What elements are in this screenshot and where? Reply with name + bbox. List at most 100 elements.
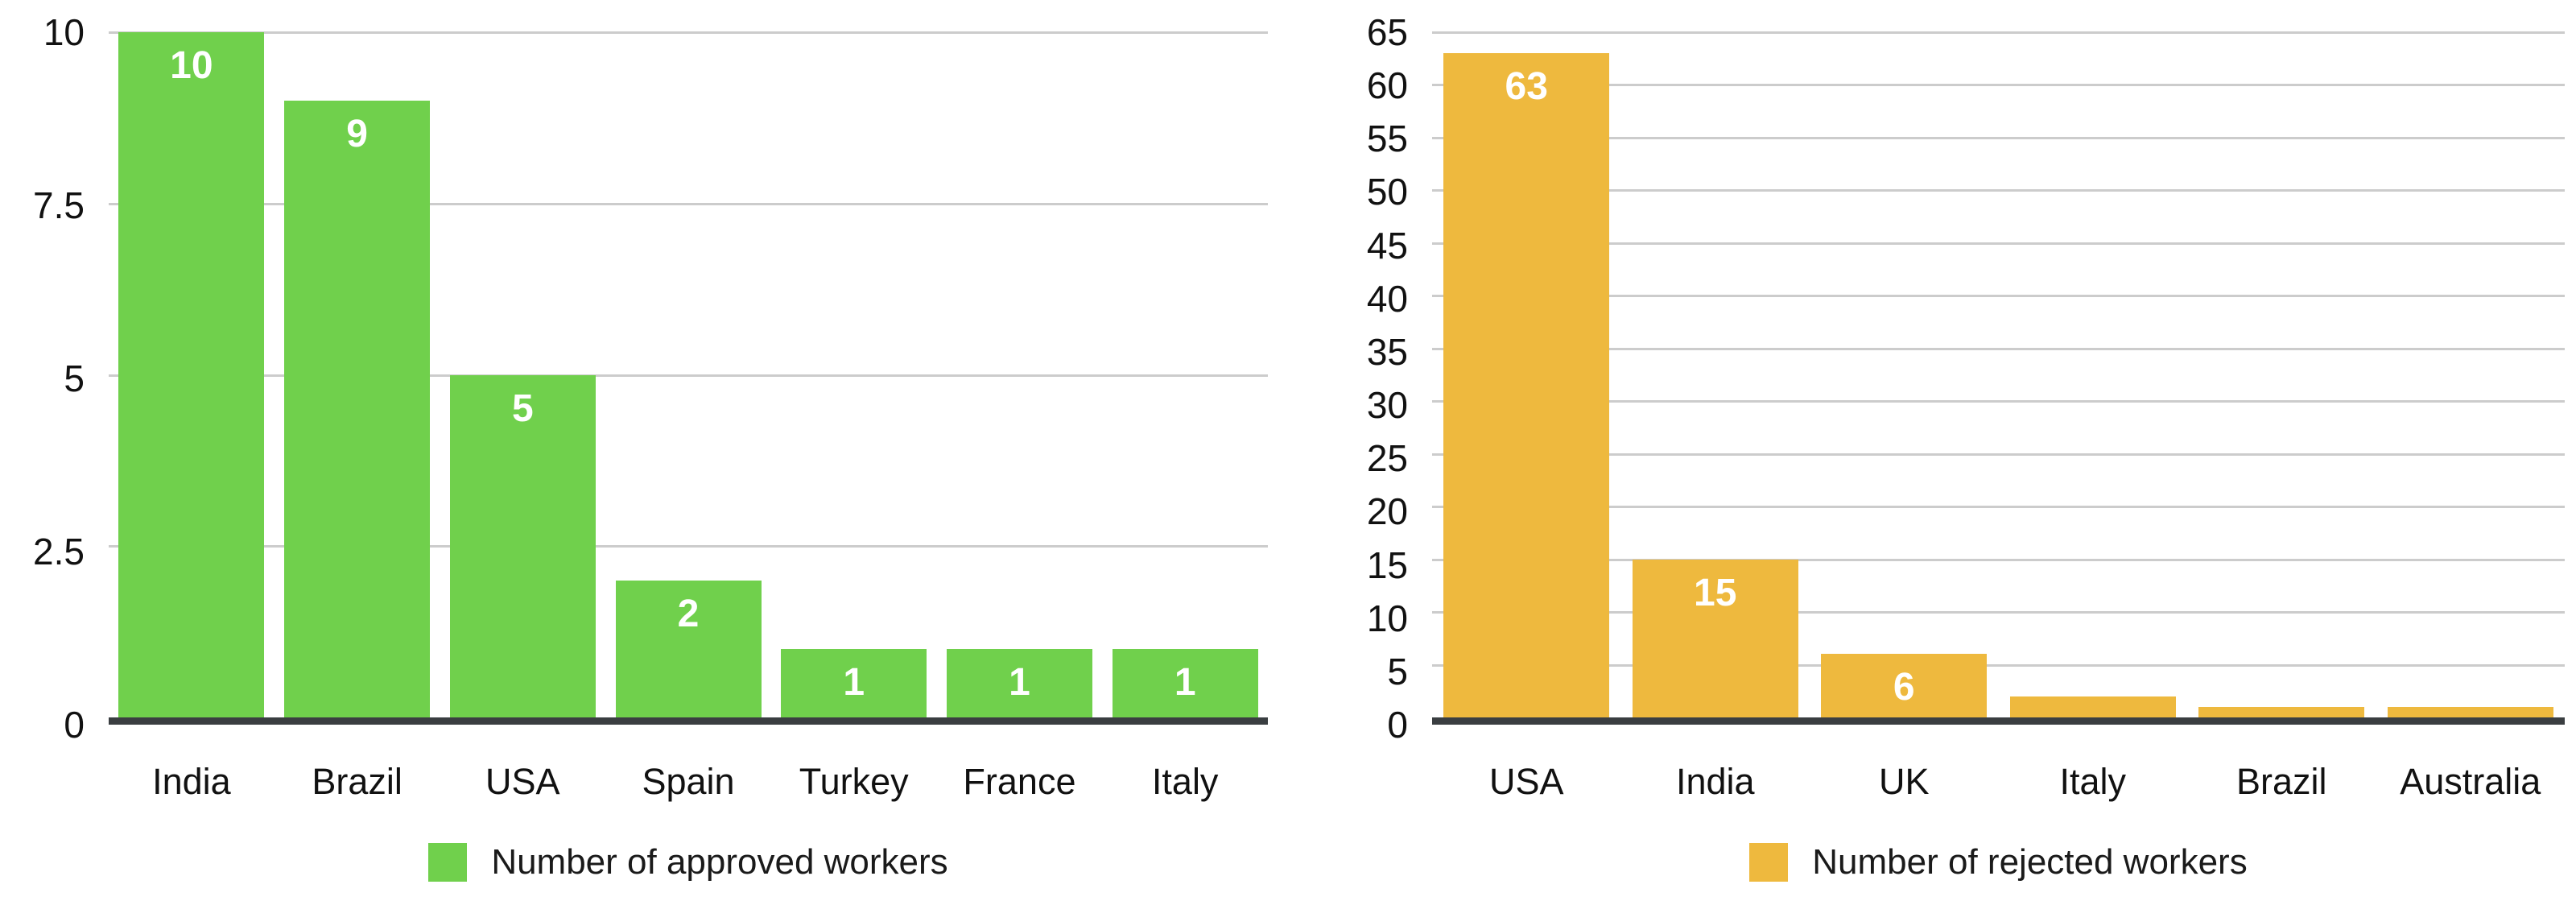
gridline-60 [1432,84,2565,87]
x-label-italy: Italy [1151,761,1219,802]
rejected-legend-label: Number of rejected workers [1812,842,2248,882]
bar-australia[interactable] [2387,706,2553,717]
y-tick-2-5: 2.5 [33,531,85,572]
x-label-italy: Italy [2059,761,2127,802]
approved-legend-label: Number of approved workers [491,842,948,882]
gridline-10 [109,31,1268,34]
bar-slot-italy: 1 [1102,32,1268,717]
bar-value-turkey: 1 [843,660,865,704]
gridline-55 [1432,136,2565,139]
bar-value-france: 1 [1009,660,1030,704]
approved-plot-area: 10 9 5 2 1 1 1 [109,31,1268,725]
bar-france[interactable]: 1 [946,648,1092,717]
bar-value-spain: 2 [677,592,700,635]
y-tick-20: 20 [1366,490,1408,533]
bar-india[interactable]: 10 [118,32,265,717]
bar-italy[interactable] [2009,696,2176,717]
rejected-legend-swatch-icon [1749,843,1789,882]
y-tick-7-5: 7.5 [33,184,85,226]
gridline-5 [109,374,1268,377]
y-tick-5: 5 [64,358,85,399]
y-tick-0: 0 [1387,704,1408,746]
bar-slot-italy [1999,32,2188,717]
approved-legend: Number of approved workers [109,842,1268,882]
gridline-15 [1432,558,2565,561]
approved-x-axis: India Brazil USA Spain Turkey France Italy [109,763,1268,800]
bar-value-usa: 5 [511,386,534,430]
x-label-spain: Spain [642,761,735,802]
y-tick-35: 35 [1366,330,1408,373]
x-label-turkey: Turkey [799,761,909,802]
gridline-20 [1432,506,2565,509]
bar-value-india: 15 [1694,571,1737,614]
y-tick-0: 0 [64,704,85,746]
bar-india[interactable]: 15 [1632,559,1798,717]
y-tick-40: 40 [1366,277,1408,320]
bar-slot-usa: 5 [440,32,605,717]
x-label-usa: USA [1488,761,1564,802]
bar-brazil[interactable]: 9 [284,101,431,717]
x-label-australia: Australia [2400,761,2541,802]
rejected-workers-chart: 0 5 10 15 20 25 30 35 40 45 50 55 60 65 63 15 6 USA Indi… [1297,0,2576,901]
approved-y-axis: 0 2.5 5 7.5 10 [0,14,109,743]
gridline-40 [1432,295,2565,298]
y-tick-25: 25 [1366,437,1408,480]
bar-turkey[interactable]: 1 [781,648,927,717]
approved-legend-swatch-icon [428,843,468,882]
bar-spain[interactable]: 2 [615,580,762,717]
bar-slot-australia [2376,32,2566,717]
y-tick-50: 50 [1366,171,1408,213]
approved-plot-row: 0 2.5 5 7.5 10 10 9 5 2 1 1 1 [0,14,1268,743]
x-label-usa: USA [485,761,560,802]
y-tick-30: 30 [1366,384,1408,427]
gridline-35 [1432,347,2565,350]
bar-uk[interactable]: 6 [1821,654,1988,717]
y-tick-10: 10 [43,11,85,53]
bar-value-usa: 63 [1505,65,1548,109]
bars-group: 10 9 5 2 1 1 1 [109,32,1268,717]
gridline-30 [1432,400,2565,403]
bar-slot-spain: 2 [605,32,771,717]
y-tick-60: 60 [1366,64,1408,107]
bar-value-india: 10 [170,44,213,87]
bar-slot-india: 10 [109,32,275,717]
y-tick-10: 10 [1366,597,1408,639]
bar-usa[interactable]: 63 [1443,53,1610,717]
x-label-france: France [963,761,1076,802]
bar-slot-brazil: 9 [275,32,440,717]
x-label-uk: UK [1878,761,1930,802]
x-label-india: India [152,761,231,802]
y-tick-5: 5 [1387,650,1408,692]
rejected-plot-row: 0 5 10 15 20 25 30 35 40 45 50 55 60 65 63 15 6 [1297,14,2565,743]
gridline-45 [1432,242,2565,245]
x-label-brazil: Brazil [312,761,402,802]
gridline-65 [1432,31,2565,34]
rejected-plot-area: 63 15 6 [1432,31,2565,725]
bar-value-italy: 1 [1174,660,1196,704]
rejected-x-axis: USA India UK Italy Brazil Australia [1432,763,2565,800]
approved-workers-chart: 0 2.5 5 7.5 10 10 9 5 2 1 1 1 India Brazil USA Spain T… [0,14,1268,882]
bar-brazil[interactable] [2198,706,2365,717]
rejected-y-axis: 0 5 10 15 20 25 30 35 40 45 50 55 60 65 [1297,14,1432,743]
gridline-7-5 [109,202,1268,205]
y-tick-15: 15 [1366,543,1408,586]
bar-slot-india: 15 [1621,32,1810,717]
x-label-india: India [1675,761,1755,802]
bar-slot-uk: 6 [1810,32,1999,717]
gridline-25 [1432,453,2565,456]
bar-value-brazil: 9 [346,113,368,156]
y-tick-45: 45 [1366,224,1408,267]
bar-slot-usa: 63 [1432,32,1621,717]
bar-value-uk: 6 [1893,666,1915,709]
bar-slot-brazil [2187,32,2376,717]
gridline-50 [1432,189,2565,192]
bar-italy[interactable]: 1 [1112,648,1258,717]
y-tick-65: 65 [1366,11,1408,53]
bars-group: 63 15 6 [1432,32,2565,717]
x-label-brazil: Brazil [2235,761,2327,802]
bar-usa[interactable]: 5 [449,374,596,717]
bar-slot-turkey: 1 [771,32,937,717]
gridline-5 [1432,663,2565,667]
gridline-10 [1432,611,2565,614]
